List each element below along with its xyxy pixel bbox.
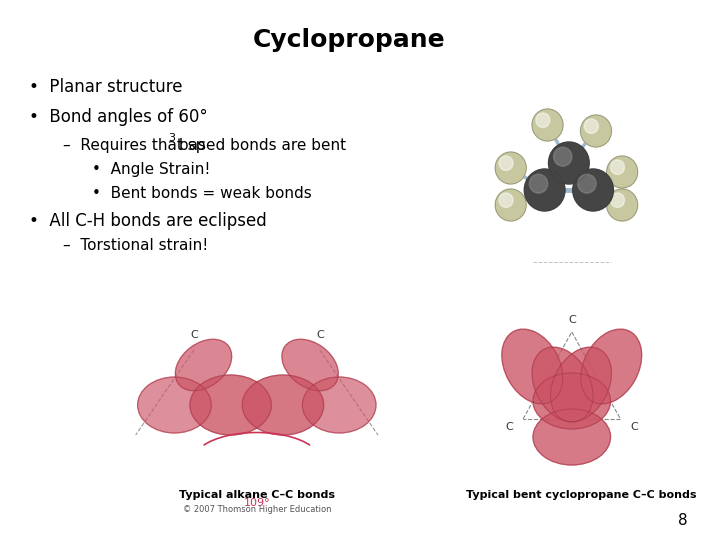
Circle shape bbox=[499, 193, 513, 207]
Circle shape bbox=[495, 152, 526, 184]
Circle shape bbox=[524, 169, 565, 211]
Text: C: C bbox=[316, 330, 324, 340]
Ellipse shape bbox=[581, 329, 642, 404]
Ellipse shape bbox=[282, 339, 338, 391]
Circle shape bbox=[585, 119, 598, 133]
Text: •  All C-H bonds are eclipsed: • All C-H bonds are eclipsed bbox=[29, 212, 267, 230]
Text: •  Bent bonds = weak bonds: • Bent bonds = weak bonds bbox=[92, 186, 312, 201]
Text: C: C bbox=[190, 330, 198, 340]
Circle shape bbox=[611, 160, 624, 174]
Ellipse shape bbox=[190, 375, 271, 435]
Circle shape bbox=[572, 169, 613, 211]
Text: C: C bbox=[505, 422, 513, 432]
Circle shape bbox=[607, 156, 638, 188]
Text: 109°: 109° bbox=[243, 498, 270, 508]
Text: C: C bbox=[568, 315, 576, 325]
Ellipse shape bbox=[302, 377, 376, 433]
Text: Cyclopropane: Cyclopropane bbox=[253, 28, 445, 52]
Circle shape bbox=[495, 189, 526, 221]
Text: Typical bent cyclopropane C–C bonds: Typical bent cyclopropane C–C bonds bbox=[467, 490, 697, 500]
Text: –  Requires that sp: – Requires that sp bbox=[63, 138, 205, 153]
Ellipse shape bbox=[502, 329, 563, 404]
Ellipse shape bbox=[138, 377, 211, 433]
Circle shape bbox=[499, 156, 513, 171]
Text: •  Bond angles of 60°: • Bond angles of 60° bbox=[29, 108, 208, 126]
Circle shape bbox=[611, 193, 624, 207]
Ellipse shape bbox=[533, 409, 611, 465]
Text: C: C bbox=[630, 422, 638, 432]
Circle shape bbox=[578, 174, 596, 193]
Circle shape bbox=[529, 174, 548, 193]
Circle shape bbox=[580, 115, 611, 147]
Text: •  Planar structure: • Planar structure bbox=[29, 78, 183, 96]
Text: based bonds are bent: based bonds are bent bbox=[174, 138, 346, 153]
Circle shape bbox=[607, 189, 638, 221]
Ellipse shape bbox=[242, 375, 324, 435]
Ellipse shape bbox=[551, 347, 611, 422]
Text: 3: 3 bbox=[168, 133, 175, 143]
Ellipse shape bbox=[533, 373, 611, 429]
Text: •  Angle Strain!: • Angle Strain! bbox=[92, 162, 210, 177]
Circle shape bbox=[536, 113, 550, 127]
Text: 8: 8 bbox=[678, 513, 688, 528]
Text: Typical alkane C–C bonds: Typical alkane C–C bonds bbox=[179, 490, 335, 500]
Circle shape bbox=[554, 147, 572, 166]
Ellipse shape bbox=[175, 339, 232, 391]
Ellipse shape bbox=[532, 347, 593, 422]
Text: © 2007 Thomson Higher Education: © 2007 Thomson Higher Education bbox=[183, 505, 331, 514]
Circle shape bbox=[532, 109, 563, 141]
Circle shape bbox=[549, 142, 589, 184]
Text: –  Torstional strain!: – Torstional strain! bbox=[63, 238, 208, 253]
